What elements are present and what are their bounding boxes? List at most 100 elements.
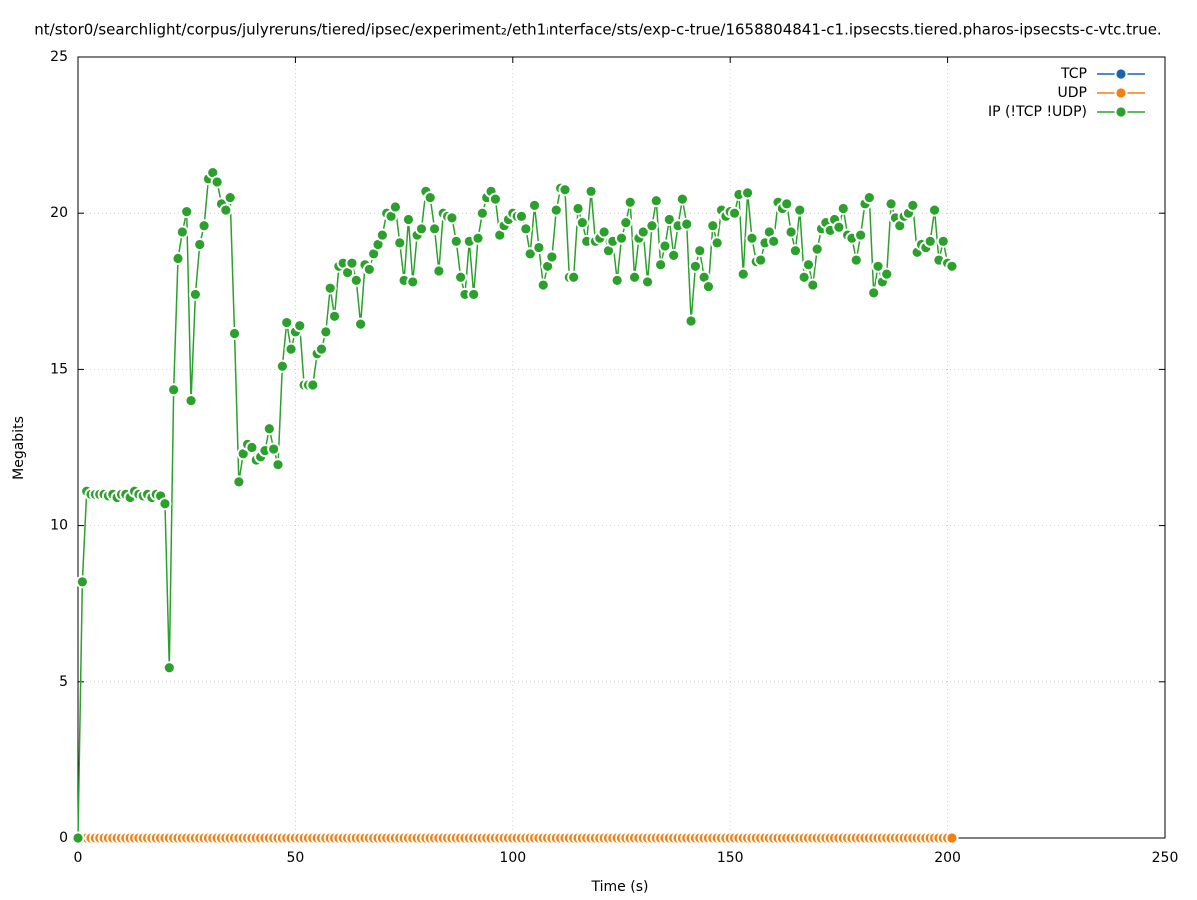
legend-marker <box>1116 69 1126 79</box>
data-point <box>416 224 427 234</box>
data-point <box>516 211 527 221</box>
data-point <box>473 233 483 243</box>
data-point <box>656 260 666 270</box>
data-point <box>664 214 674 225</box>
data-point <box>73 833 83 843</box>
data-point <box>408 277 418 287</box>
data-point <box>247 442 257 453</box>
data-point <box>560 185 570 195</box>
series-line <box>77 171 953 839</box>
data-point <box>547 252 557 262</box>
data-point <box>625 197 635 207</box>
y-tick-label: 0 <box>59 830 68 846</box>
x-axis-label: Time (s) <box>591 879 649 895</box>
data-point <box>577 217 587 228</box>
data-point <box>629 272 640 282</box>
data-point <box>612 275 622 285</box>
data-point <box>273 460 283 470</box>
data-point <box>342 267 353 278</box>
y-tick-label: 25 <box>50 49 68 65</box>
chart-title: nt/stor0/searchlight/corpus/julyreruns/t… <box>34 21 1161 39</box>
data-point <box>208 167 218 178</box>
data-point <box>586 186 596 196</box>
data-point <box>403 214 414 225</box>
data-point <box>495 230 505 240</box>
data-point <box>451 236 461 246</box>
data-point <box>690 261 701 271</box>
data-point <box>838 203 848 214</box>
data-point <box>599 227 609 237</box>
data-point <box>456 272 466 282</box>
data-point <box>703 282 714 292</box>
data-point <box>677 194 687 204</box>
data-point <box>225 192 235 203</box>
data-point <box>199 221 209 231</box>
data-point <box>77 577 87 587</box>
data-point <box>908 200 918 210</box>
data-point <box>369 249 379 259</box>
data-point <box>329 311 340 321</box>
data-point <box>756 255 766 265</box>
series <box>71 166 959 845</box>
plot-border <box>77 56 1166 839</box>
data-point <box>238 449 248 459</box>
data-point <box>395 238 405 248</box>
data-point <box>682 219 692 229</box>
data-point <box>325 283 335 293</box>
data-point <box>582 236 592 246</box>
data-point <box>929 205 940 215</box>
data-point <box>212 177 222 187</box>
x-tick-label: 0 <box>74 850 83 866</box>
data-point <box>782 199 792 209</box>
data-point <box>321 327 331 337</box>
data-point <box>364 264 374 275</box>
data-point <box>351 275 361 285</box>
data-point <box>429 224 440 234</box>
data-point <box>529 200 540 210</box>
data-point <box>764 227 774 237</box>
data-point <box>799 272 809 282</box>
data-point <box>525 249 535 259</box>
legend-marker <box>1116 107 1126 117</box>
data-point <box>569 272 579 282</box>
data-point <box>695 246 705 256</box>
data-point <box>638 227 648 237</box>
data-point <box>277 361 287 371</box>
data-point <box>947 833 957 843</box>
data-point <box>729 208 740 218</box>
data-point <box>282 317 292 328</box>
x-tick-label: 150 <box>717 850 744 866</box>
x-tick-label: 50 <box>286 850 304 866</box>
data-point <box>699 272 709 282</box>
data-point <box>269 444 279 454</box>
legend-label: IP (!TCP !UDP) <box>988 104 1087 120</box>
data-point <box>938 236 948 246</box>
series <box>71 831 959 845</box>
data-point <box>642 277 653 287</box>
data-point <box>356 319 366 329</box>
data-point <box>551 205 561 215</box>
data-point <box>856 230 866 240</box>
data-point <box>521 224 531 234</box>
y-axis-label: Megabits <box>11 416 27 480</box>
data-point <box>177 227 187 237</box>
data-point <box>808 280 818 290</box>
data-point <box>434 266 444 276</box>
data-point <box>490 194 501 204</box>
data-point <box>647 221 657 231</box>
data-point <box>534 242 544 253</box>
data-point <box>834 222 844 232</box>
legend-label: UDP <box>1058 85 1087 101</box>
data-point <box>738 269 748 279</box>
data-point <box>425 192 435 203</box>
x-tick-label: 100 <box>499 850 526 866</box>
data-point <box>573 203 583 214</box>
data-point <box>160 499 170 509</box>
data-point <box>621 217 631 228</box>
data-point <box>538 280 548 290</box>
data-point <box>869 288 879 298</box>
data-point <box>747 233 757 243</box>
data-point <box>712 238 722 248</box>
